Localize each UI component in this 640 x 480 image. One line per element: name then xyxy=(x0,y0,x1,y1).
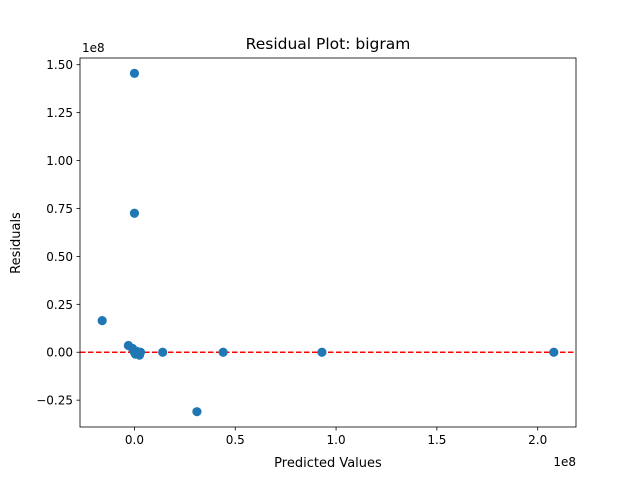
data-point xyxy=(317,347,327,357)
chart-title: Residual Plot: bigram xyxy=(246,35,411,53)
x-axis-label: Predicted Values xyxy=(274,456,382,471)
x-axis-ticks: 0.0 0.5 1.0 1.5 2.0 xyxy=(125,427,547,447)
y-axis-offset-label: 1e8 xyxy=(82,41,105,55)
plot-frame xyxy=(79,57,577,428)
data-point xyxy=(218,347,228,357)
x-tick-label: 0.0 xyxy=(125,433,144,447)
y-tick-label: 0.00 xyxy=(46,346,73,360)
data-point xyxy=(97,316,107,326)
y-tick-label: 1.25 xyxy=(46,106,73,120)
x-tick-label: 1.0 xyxy=(327,433,346,447)
data-point xyxy=(158,347,168,357)
y-axis-ticks: −0.25 0.00 0.25 0.50 0.75 1.00 1.25 1.50 xyxy=(36,58,80,408)
data-point xyxy=(549,347,559,357)
y-tick-label: 1.50 xyxy=(46,58,73,72)
y-tick-label: 0.50 xyxy=(46,250,73,264)
y-axis-label: Residuals xyxy=(9,212,24,274)
y-tick-label: −0.25 xyxy=(36,394,73,408)
x-tick-label: 0.5 xyxy=(226,433,245,447)
axes-area xyxy=(80,58,576,427)
x-tick-label: 2.0 xyxy=(528,433,547,447)
x-axis-offset-label: 1e8 xyxy=(553,455,576,469)
data-point xyxy=(135,347,146,357)
data-point xyxy=(129,208,140,218)
plot-area-background xyxy=(80,58,576,427)
y-tick-label: 0.25 xyxy=(46,298,73,312)
y-tick-label: 1.00 xyxy=(46,154,73,168)
data-point xyxy=(192,407,202,417)
data-points xyxy=(97,68,559,417)
x-tick-label: 1.5 xyxy=(427,433,446,447)
y-tick-label: 0.75 xyxy=(46,202,73,216)
data-point xyxy=(129,68,140,78)
